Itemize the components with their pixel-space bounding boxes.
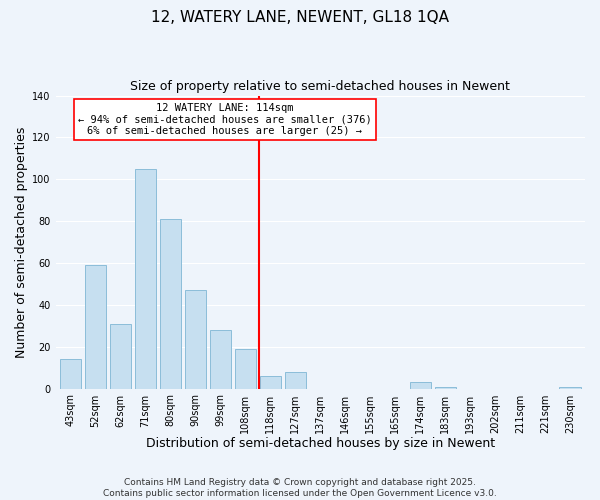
Bar xyxy=(559,386,581,388)
Text: Contains HM Land Registry data © Crown copyright and database right 2025.
Contai: Contains HM Land Registry data © Crown c… xyxy=(103,478,497,498)
X-axis label: Distribution of semi-detached houses by size in Newent: Distribution of semi-detached houses by … xyxy=(146,437,495,450)
Bar xyxy=(60,360,81,388)
Text: 12 WATERY LANE: 114sqm
← 94% of semi-detached houses are smaller (376)
6% of sem: 12 WATERY LANE: 114sqm ← 94% of semi-det… xyxy=(78,103,372,136)
Bar xyxy=(434,386,456,388)
Bar xyxy=(85,265,106,388)
Bar xyxy=(135,169,156,388)
Bar xyxy=(260,376,281,388)
Y-axis label: Number of semi-detached properties: Number of semi-detached properties xyxy=(15,126,28,358)
Bar xyxy=(210,330,231,388)
Bar xyxy=(110,324,131,388)
Title: Size of property relative to semi-detached houses in Newent: Size of property relative to semi-detach… xyxy=(130,80,510,93)
Bar xyxy=(284,372,306,388)
Bar xyxy=(410,382,431,388)
Bar xyxy=(160,219,181,388)
Bar xyxy=(235,349,256,389)
Bar xyxy=(185,290,206,388)
Text: 12, WATERY LANE, NEWENT, GL18 1QA: 12, WATERY LANE, NEWENT, GL18 1QA xyxy=(151,10,449,25)
